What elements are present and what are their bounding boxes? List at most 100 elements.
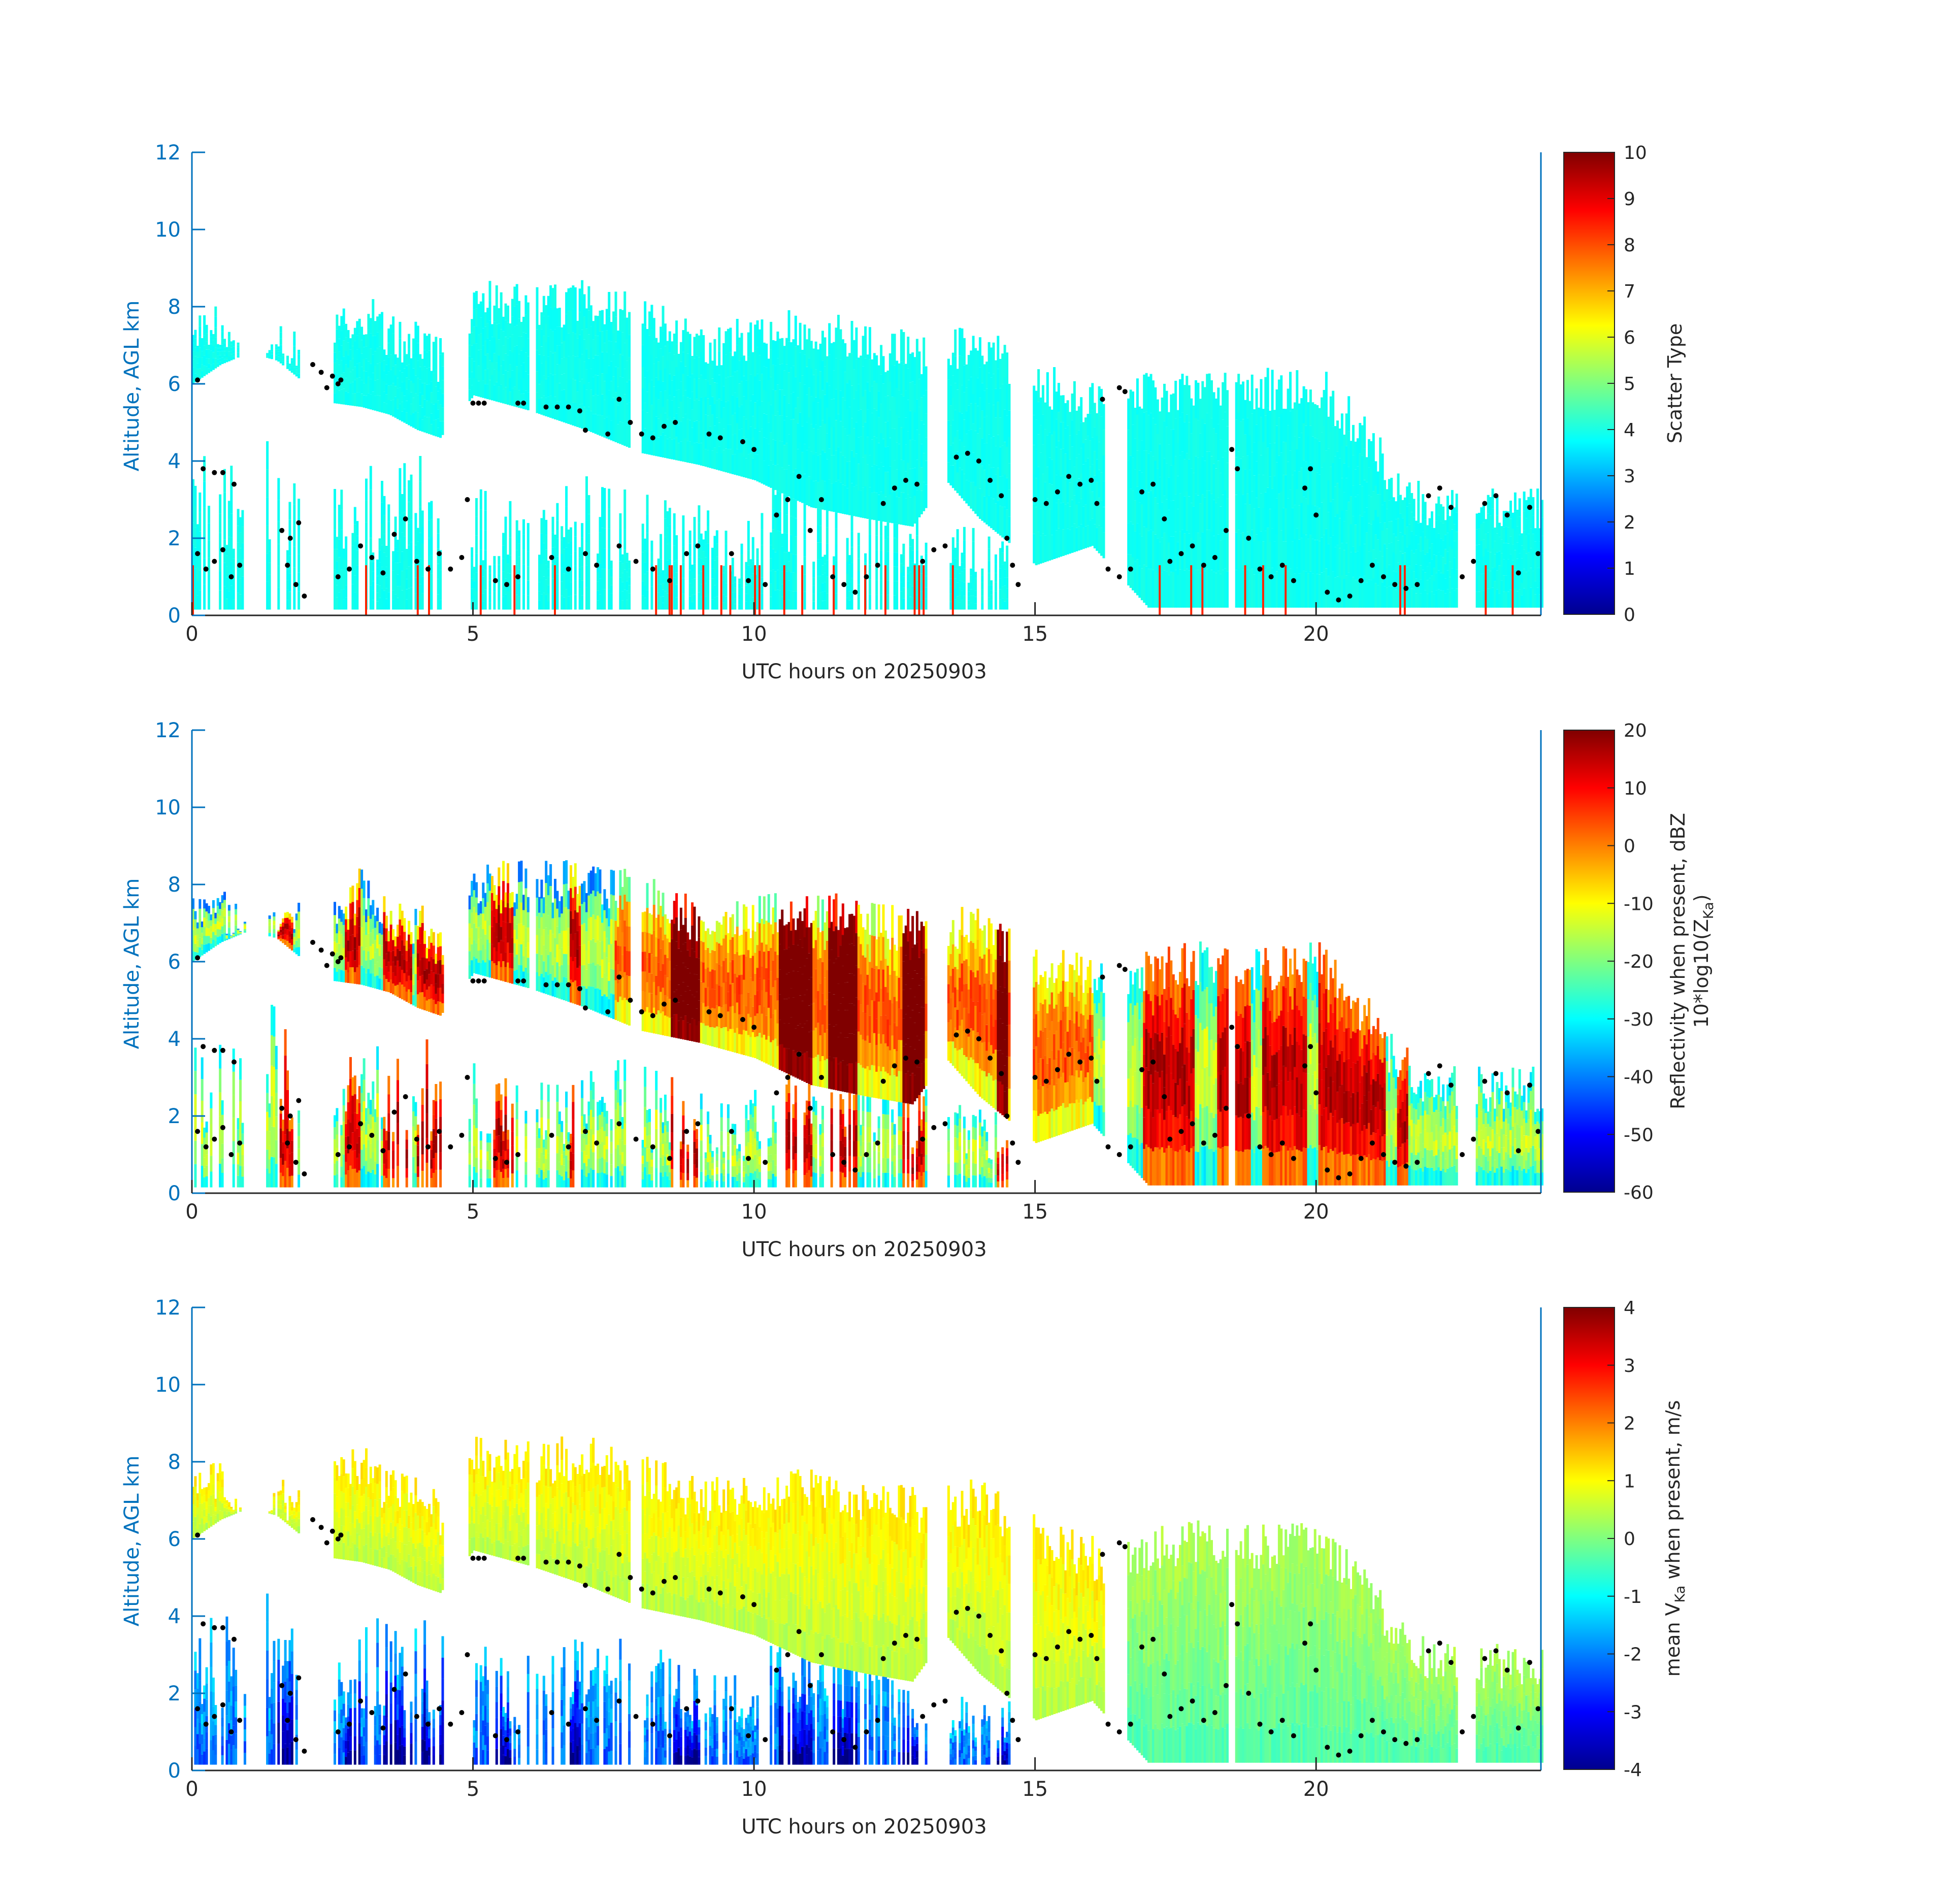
cloud-base-marker [583,428,588,433]
echo-cell [1253,409,1256,443]
cloud-base-marker [616,543,622,549]
echo-cell [1129,521,1132,555]
echo-cell [1093,475,1096,500]
echo-cell [884,553,887,568]
echo-cell [848,353,851,380]
echo-cell [1365,532,1368,557]
echo-cell [288,1142,291,1154]
echo-cell [770,460,773,488]
echo-cell [871,466,874,493]
echo-cell [675,584,678,598]
echo-cell [1431,592,1433,608]
echo-cell [1244,504,1247,539]
echo-cell [1376,494,1379,517]
echo-cell [972,365,975,395]
echo-cell [597,572,600,582]
echo-cell [268,1103,271,1118]
echo-cell [576,320,579,339]
echo-cell [1161,537,1164,573]
echo-cell [473,602,476,610]
cloud-base-marker [1224,528,1229,533]
echo-cell [432,357,435,373]
echo-cell [385,567,388,578]
echo-cell [547,577,550,585]
echo-cell [345,378,348,391]
echo-cell [1356,579,1359,608]
echo-cell [565,292,568,314]
echo-cell [702,401,705,422]
echo-cell [833,342,836,371]
echo-cell [956,596,959,610]
echo-cell [1226,463,1229,499]
echo-cell [1368,439,1370,468]
echo-cell [1291,574,1294,608]
echo-cell [353,948,356,961]
echo-cell [279,1143,282,1158]
echo-cell [279,929,282,933]
echo-cell [1172,536,1175,572]
echo-cell [581,580,584,596]
echo-cell [351,393,354,406]
echo-cell [435,386,438,403]
echo-cell [334,393,336,404]
echo-cell [223,355,226,359]
echo-cell [347,930,350,941]
echo-cell [711,450,714,469]
echo-cell [381,312,383,329]
echo-cell [1316,506,1319,540]
echo-cell [471,568,474,579]
echo-cell [1505,575,1508,592]
echo-cell [1143,412,1146,451]
echo-cell [949,594,952,602]
echo-cell [194,1047,197,1071]
echo-cell [603,381,606,400]
echo-cell [1089,494,1092,520]
echo-cell [1442,590,1445,608]
echo-cell [758,431,761,457]
precip-streak [951,565,954,615]
echo-cell [781,441,784,468]
echo-cell [412,383,415,398]
echo-cell [1422,550,1425,570]
echo-cell [1044,455,1047,482]
echo-cell [208,921,210,929]
cloud-base-marker [717,435,723,441]
echo-cell [751,458,754,480]
echo-cell [199,908,202,918]
echo-cell [1449,516,1452,532]
echo-cell [1525,553,1528,572]
echo-cell [880,536,883,551]
echo-cell [1129,422,1132,456]
echo-cell [1422,494,1425,513]
echo-cell [1084,483,1087,505]
echo-cell [758,329,761,355]
echo-cell [504,563,507,579]
echo-cell [999,388,1002,418]
echo-cell [439,580,442,590]
echo-cell [279,332,282,339]
echo-cell [1475,513,1478,530]
echo-cell [954,589,957,600]
echo-cell [808,387,811,417]
echo-cell [963,392,966,420]
echo-cell [471,385,474,399]
cloud-base-marker [369,555,375,560]
echo-cell [1381,556,1384,582]
echo-cell [992,374,995,405]
echo-cell [644,586,647,598]
echo-cell [641,538,644,552]
echo-cell [758,406,761,432]
echo-cell [1260,493,1263,532]
echo-cell [1538,581,1541,595]
echo-cell [1388,479,1391,501]
echo-cell [237,345,240,348]
echo-cell [1176,476,1179,509]
echo-cell [1264,377,1267,416]
echo-cell [778,590,781,610]
echo-cell [765,391,768,415]
echo-cell [1075,528,1078,551]
echo-cell [837,348,840,381]
echo-cell [363,359,366,371]
